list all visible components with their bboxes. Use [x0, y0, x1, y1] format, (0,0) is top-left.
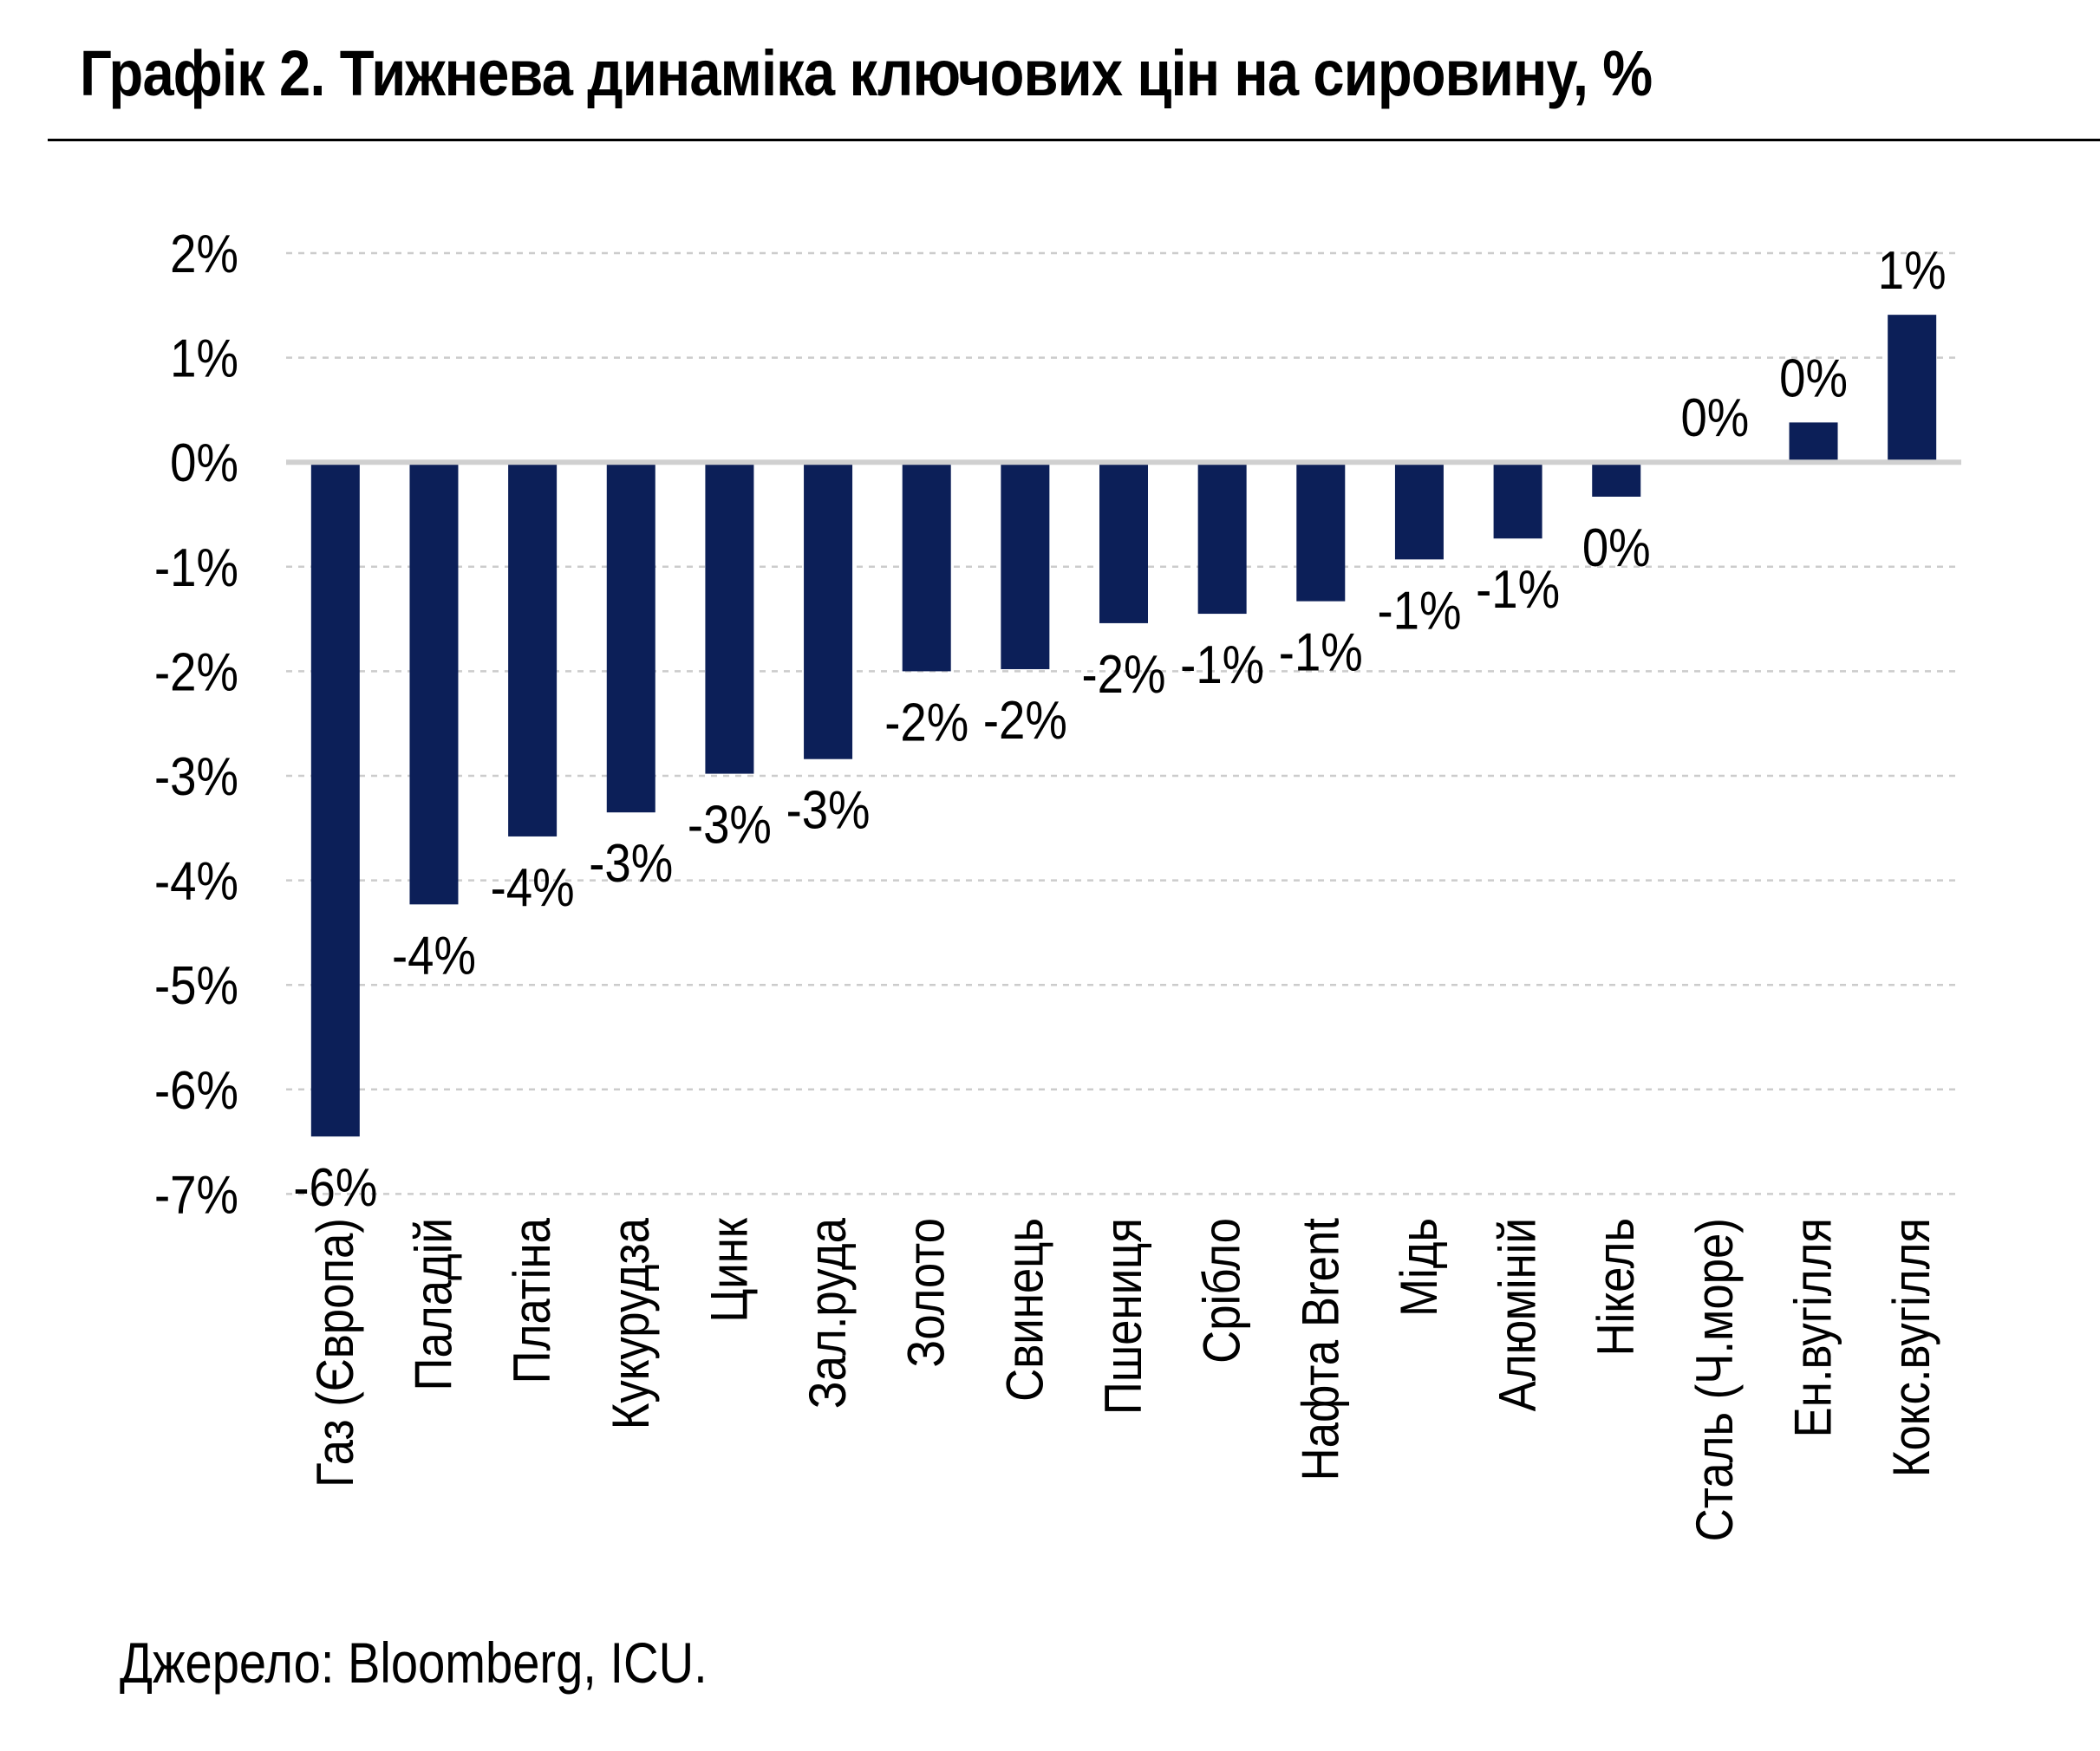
- y-tick-label: -2%: [154, 642, 238, 702]
- data-label: -2%: [983, 691, 1067, 751]
- bar: [1592, 462, 1641, 497]
- y-tick-label: 0%: [170, 433, 238, 493]
- category-label: Сталь (Ч.море): [1686, 1218, 1744, 1541]
- bar: [1296, 462, 1346, 602]
- y-tick-label: -6%: [154, 1061, 238, 1121]
- bar: [1001, 462, 1050, 669]
- data-label: 0%: [1680, 388, 1749, 448]
- gridlines: [286, 251, 1961, 1195]
- category-label: Мідь: [1390, 1218, 1448, 1317]
- y-tick-label: 1%: [170, 329, 238, 388]
- title-divider: [48, 139, 2100, 141]
- data-label: 1%: [1878, 241, 1947, 301]
- data-label: -6%: [293, 1158, 377, 1218]
- data-label: 0%: [1582, 518, 1651, 578]
- data-label: -1%: [1279, 622, 1363, 682]
- data-label: -4%: [491, 858, 575, 918]
- data-labels: -6%-4%-4% -3%-3% -3%-2% -2%-2% -1% -1%-1% -1%0…: [293, 241, 1946, 1218]
- category-label: Цинк: [700, 1218, 758, 1323]
- bar: [508, 462, 558, 836]
- bar: [310, 462, 360, 1137]
- category-label: Платіна: [503, 1217, 561, 1383]
- data-label: -3%: [589, 834, 673, 894]
- category-label: Алюміній: [1488, 1218, 1546, 1411]
- data-label: -3%: [786, 780, 871, 840]
- bar: [804, 462, 853, 759]
- bar: [1394, 462, 1444, 560]
- bar: [705, 462, 754, 774]
- y-tick-label: -4%: [154, 851, 238, 911]
- category-label: Свинець: [995, 1218, 1053, 1402]
- category-label: Ен.вугілля: [1784, 1218, 1842, 1437]
- bar: [1493, 462, 1542, 539]
- bar: [902, 462, 951, 672]
- chart-title: Графік 2. Тижнева динаміка ключових цін …: [80, 37, 1653, 109]
- bar: [1099, 462, 1148, 623]
- y-tick-label: 2%: [170, 225, 238, 284]
- bar: [1888, 315, 1937, 463]
- category-label: Зал.руда: [799, 1217, 857, 1409]
- category-label: Срібло: [1193, 1218, 1251, 1364]
- data-label: -1%: [1180, 635, 1264, 695]
- source-note: Джерело: Bloomberg, ICU.: [120, 1631, 708, 1695]
- bar-chart: 2%1%0%-1%-2%-3%-4%-5%-6%-7% -6%-4%-4% -3%…: [154, 225, 1961, 1541]
- bar: [1197, 462, 1247, 615]
- category-label: Кокс.вугілля: [1882, 1218, 1940, 1477]
- data-label: -1%: [1377, 581, 1461, 641]
- y-tick-label: -5%: [154, 956, 238, 1016]
- category-label: Паладій: [404, 1218, 462, 1390]
- y-tick-label: -1%: [154, 538, 238, 598]
- x-axis-category-labels: Газ (Європа) Паладій Платіна Кукурудза Цинк З…: [306, 1217, 1940, 1541]
- category-label: Нафта Brent: [1291, 1218, 1349, 1481]
- data-label: -2%: [884, 693, 968, 752]
- y-tick-label: -7%: [154, 1165, 238, 1225]
- data-label: -4%: [392, 926, 476, 986]
- data-label: -1%: [1476, 560, 1560, 620]
- data-label: -3%: [688, 795, 772, 855]
- category-label: Золото: [897, 1218, 955, 1368]
- category-label: Кукурудза: [602, 1217, 660, 1429]
- y-axis-tick-labels: 2% 1% 0% -1% -2% -3% -4% -5% -6% -7%: [154, 225, 238, 1225]
- bar: [606, 462, 655, 813]
- y-tick-label: -3%: [154, 747, 238, 807]
- data-label: -2%: [1082, 645, 1166, 705]
- bars: [310, 315, 1937, 1137]
- category-label: Пшениця: [1094, 1218, 1152, 1415]
- category-label: Нікель: [1587, 1218, 1645, 1356]
- bar: [1789, 422, 1838, 463]
- bar: [409, 462, 459, 905]
- data-label: 0%: [1779, 348, 1848, 408]
- category-label: Газ (Європа): [306, 1218, 364, 1487]
